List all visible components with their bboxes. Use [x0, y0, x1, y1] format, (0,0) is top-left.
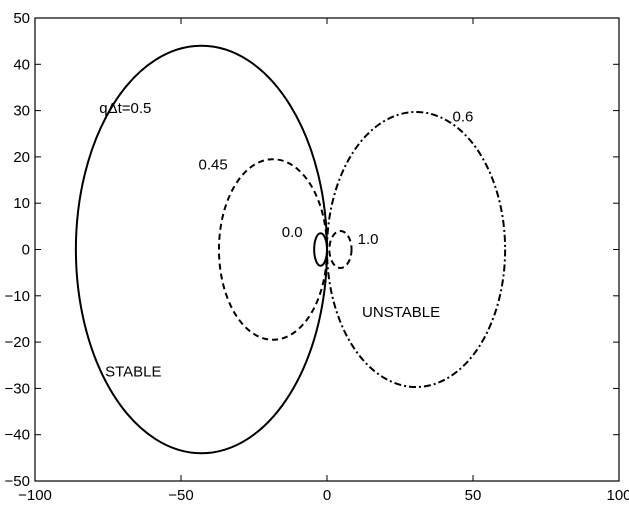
annotation-label: 0.0	[282, 224, 303, 241]
x-tick-label: 0	[323, 487, 331, 504]
x-tick-label: 50	[465, 487, 482, 504]
y-tick-label: −20	[5, 334, 30, 351]
annotation-label: 0.45	[199, 156, 228, 173]
curve-2-dash-dot	[326, 110, 507, 389]
annotations: qΔt=0.5 0.45 0.6 0.0 1.0 UNSTABLE STABLE	[99, 100, 473, 380]
curve-4-dashed	[328, 229, 353, 270]
y-tick-label: 30	[13, 103, 30, 120]
y-tick-label: 20	[13, 149, 30, 166]
annotation-label: STABLE	[105, 363, 161, 380]
annotation-label: UNSTABLE	[362, 304, 440, 321]
curve-3-solid	[313, 232, 328, 267]
annotation-label: 1.0	[358, 231, 379, 248]
y-tick-label: −40	[5, 427, 30, 444]
y-tick-label: −30	[5, 380, 30, 397]
x-tick-label: −50	[168, 487, 193, 504]
y-tick-label: 0	[22, 242, 30, 259]
y-tick-label: 50	[13, 10, 30, 27]
y-tick-label: −50	[5, 473, 30, 490]
x-tick-label: 100	[606, 487, 629, 504]
y-tick-label: −10	[5, 288, 30, 305]
annotation-label: qΔt=0.5	[99, 100, 151, 117]
y-tick-label: 10	[13, 195, 30, 212]
y-tick-label: 40	[13, 56, 30, 73]
annotation-label: 0.6	[453, 109, 474, 126]
curves	[74, 44, 507, 455]
x-tick-label: −100	[18, 487, 52, 504]
curve-1-dashed	[217, 158, 329, 341]
